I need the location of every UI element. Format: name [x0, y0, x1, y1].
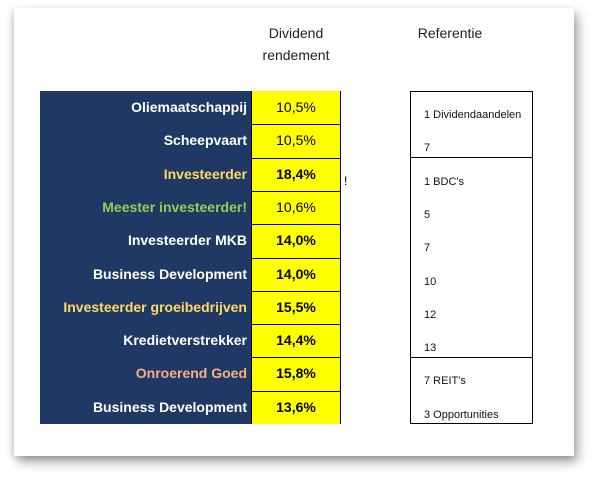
row-value: 18,4%: [276, 165, 316, 182]
row-value: 10,5%: [276, 132, 316, 149]
value-cell-border: [251, 257, 341, 291]
dividend-header: Dividend rendement: [251, 22, 341, 66]
row-reference: 7 REIT's: [424, 375, 466, 388]
value-cell-border: [251, 390, 341, 424]
dividend-header-line1: Dividend: [268, 25, 324, 41]
row-name: Investeerder MKB: [127, 232, 247, 249]
row-reference: 1 Dividendaandelen: [424, 109, 522, 121]
value-cell-border: [251, 324, 341, 357]
referentie-header: Referentie: [417, 25, 483, 41]
reference-group-3: [410, 357, 533, 424]
row-reference: 12: [424, 308, 437, 321]
reference-group-2: [410, 157, 533, 358]
row-name: Onroerend Goed: [135, 365, 247, 382]
row-reference: 5: [424, 208, 431, 221]
row-name: Scheepvaart: [163, 132, 247, 149]
note-mark: !: [344, 174, 348, 188]
row-value: 15,8%: [276, 365, 316, 382]
row-value: 15,5%: [276, 298, 316, 315]
row-value: 10,6%: [276, 198, 316, 215]
row-name: Business Development: [92, 398, 247, 415]
row-reference: 10: [424, 275, 437, 288]
value-cell-border: [251, 190, 341, 224]
row-name: Business Development: [92, 265, 247, 282]
row-name: Kredietverstrekker: [123, 332, 247, 349]
row-name: Oliemaatschappij: [131, 99, 247, 115]
row-reference: 7: [424, 142, 431, 155]
row-reference: 7: [424, 242, 431, 255]
row-value: 13,6%: [276, 398, 316, 415]
value-cell-border: [251, 224, 341, 257]
value-cell-border: [251, 290, 341, 324]
row-reference: 1 BDC's: [424, 175, 464, 188]
value-cell-border: [251, 124, 341, 157]
row-name: Investeerder groeibedrijven: [63, 298, 247, 315]
row-value: 10,5%: [276, 99, 316, 115]
row-reference: 13: [424, 342, 437, 355]
dividend-header-line2: rendement: [262, 47, 330, 63]
value-cell-border: [251, 357, 341, 390]
row-reference: 3 Opportunities: [424, 408, 499, 421]
value-cell-border: [251, 157, 341, 191]
row-value: 14,4%: [276, 332, 316, 349]
row-name: Investeerder: [163, 165, 247, 182]
row-name: Meester investeerder!: [102, 198, 247, 215]
row-value: 14,0%: [276, 265, 316, 282]
name-column: [40, 91, 251, 424]
row-value: 14,0%: [276, 232, 316, 249]
